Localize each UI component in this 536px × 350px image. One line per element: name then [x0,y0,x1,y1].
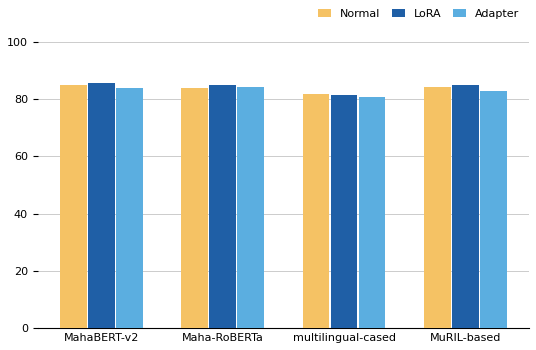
Bar [452,85,479,328]
Bar [60,85,87,328]
Bar [210,85,236,328]
Bar [88,83,115,328]
Bar [116,88,143,328]
Bar [331,95,358,328]
Legend: Normal, LoRA, Adapter: Normal, LoRA, Adapter [314,5,524,23]
Bar [480,91,507,328]
Bar [181,89,208,328]
Bar [237,88,264,328]
Bar [359,97,385,328]
Bar [424,87,451,328]
Bar [303,94,330,328]
